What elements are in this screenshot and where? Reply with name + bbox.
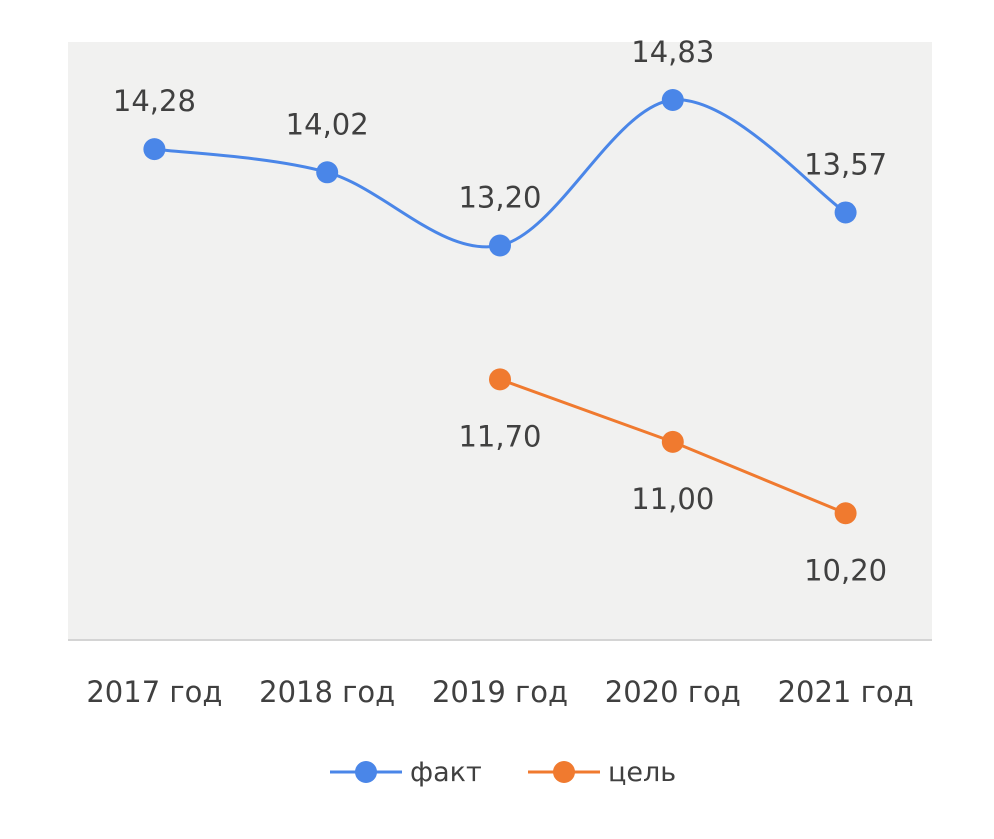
x-tick-label: 2018 год [259, 675, 395, 709]
series-2-point [834, 502, 857, 525]
series-1-point [143, 138, 166, 161]
series-2-point [489, 368, 511, 391]
series-1-point [834, 201, 857, 224]
series-2-legend-marker [553, 761, 575, 783]
series-1-legend-label: факт [410, 757, 482, 788]
series-1-point [489, 234, 511, 257]
x-tick-label: 2019 год [432, 675, 568, 709]
data-label-layer: 14,28 14,02 13,20 14,83 13,57 11,70 11,00 10,20 [113, 35, 887, 587]
series-layer [143, 89, 857, 525]
series-1-point [661, 89, 684, 112]
plot-area [68, 42, 932, 640]
x-tick-label: 2017 год [86, 675, 222, 709]
series-2-legend-label: цель [608, 757, 676, 788]
series-1-data-label: 14,28 [113, 84, 196, 118]
series-1-data-label: 13,57 [804, 147, 887, 181]
series-2-data-label: 11,70 [458, 419, 541, 453]
series-2-point [661, 430, 684, 453]
legend: факт цель [330, 757, 676, 788]
x-tick-label: 2020 год [605, 675, 741, 709]
x-tick-layer: 2017 год 2018 год 2019 год 2020 год 2021 год [86, 675, 913, 709]
series-1-data-label: 14,02 [286, 107, 369, 141]
series-1-data-label: 13,20 [458, 180, 541, 214]
series-2-data-label: 11,00 [631, 482, 714, 516]
x-tick-label: 2021 год [778, 675, 914, 709]
series-2-data-label: 10,20 [804, 553, 887, 587]
series-1-point [316, 161, 339, 184]
series-1-data-label: 14,83 [631, 35, 714, 69]
series-1-legend-marker [355, 761, 377, 783]
